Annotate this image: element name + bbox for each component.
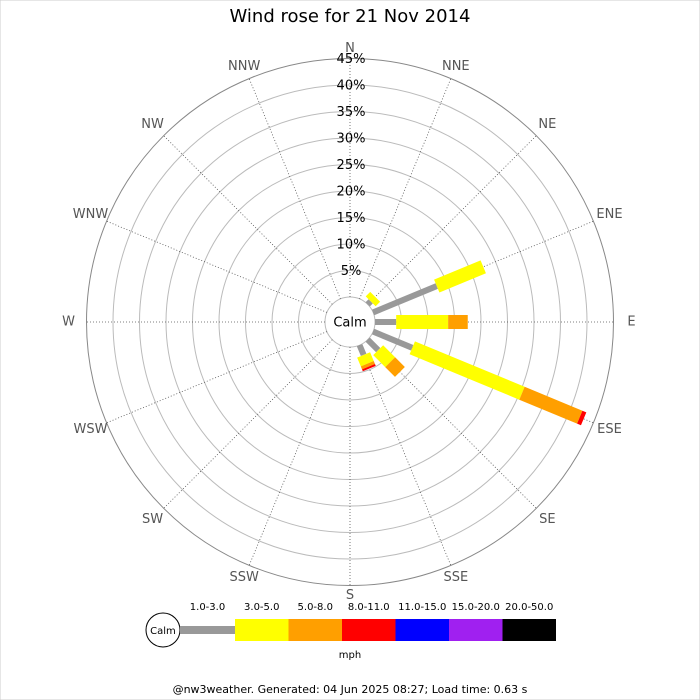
direction-label: NW: [141, 117, 164, 132]
legend-swatch: [342, 619, 396, 641]
r-tick-label: 15%: [337, 211, 366, 226]
direction-label: S: [346, 588, 354, 603]
legend-swatch: [288, 619, 342, 641]
wind-bar: [409, 341, 525, 400]
legend-swatch: [449, 619, 503, 641]
r-tick-label: 30%: [337, 132, 366, 147]
wind-bar: [519, 386, 583, 424]
spoke: [359, 344, 452, 566]
spoke: [163, 339, 333, 509]
legend-swatch: [395, 619, 449, 641]
direction-label: N: [345, 41, 355, 56]
r-tick-label: 20%: [337, 185, 366, 200]
direction-label: SE: [539, 512, 555, 527]
r-tick-label: 5%: [341, 264, 362, 279]
wind-bar: [371, 283, 438, 316]
wind-bar: [577, 410, 587, 426]
spoke: [367, 135, 537, 305]
spoke: [248, 78, 341, 300]
spoke: [106, 331, 328, 424]
direction-label: NNE: [442, 59, 470, 74]
footer: @nw3weather. Generated: 04 Jun 2025 08:2…: [173, 683, 528, 696]
r-tick-label: 25%: [337, 158, 366, 173]
wind-bar: [357, 352, 374, 367]
wind-bar: [373, 345, 396, 368]
direction-label: SW: [142, 512, 163, 527]
r-tick-label: 40%: [337, 79, 366, 94]
wind-bar: [360, 361, 375, 370]
grid-ring: [112, 84, 588, 560]
wind-bar: [365, 337, 381, 353]
direction-label: WSW: [74, 422, 108, 437]
direction-label: SSE: [443, 570, 468, 585]
spoke: [163, 135, 333, 305]
wind-bar: [356, 343, 367, 357]
wind-bar: [434, 260, 486, 293]
spoke: [248, 344, 341, 566]
legend-swatch: [502, 619, 556, 641]
direction-label: SSW: [229, 570, 259, 585]
legend-calm-label: Calm: [150, 626, 176, 637]
legend-swatch: [235, 619, 289, 641]
legend-swatch: [180, 626, 235, 634]
legend-label: 20.0-50.0: [505, 602, 553, 613]
spoke: [106, 220, 328, 313]
grid-ring: [86, 58, 614, 586]
calm-label: Calm: [333, 316, 366, 331]
wind-bar: [362, 363, 376, 372]
direction-label: NE: [538, 117, 556, 132]
spoke: [359, 78, 452, 300]
wind-bar: [371, 328, 414, 351]
r-tick-label: 45%: [337, 52, 366, 67]
legend-label: 8.0-11.0: [348, 602, 390, 613]
legend-unit: mph: [339, 650, 361, 661]
direction-label: ENE: [596, 207, 622, 222]
chart-title: Wind rose for 21 Nov 2014: [230, 6, 471, 27]
r-tick-label: 10%: [337, 238, 366, 253]
wind-bar: [385, 357, 405, 377]
direction-label: ESE: [597, 422, 622, 437]
r-tick-label: 35%: [337, 105, 366, 120]
direction-label: NNW: [228, 59, 260, 74]
legend-label: 5.0-8.0: [298, 602, 333, 613]
direction-label: WNW: [73, 207, 109, 222]
legend-label: 15.0-20.0: [452, 602, 500, 613]
legend-label: 11.0-15.0: [398, 602, 446, 613]
legend-label: 1.0-3.0: [190, 602, 225, 613]
grid-ring: [139, 111, 561, 533]
direction-label: W: [62, 315, 75, 330]
legend-label: 3.0-5.0: [244, 602, 279, 613]
direction-label: E: [627, 315, 635, 330]
wind-bar: [365, 291, 381, 307]
wind-bar: [365, 299, 373, 307]
